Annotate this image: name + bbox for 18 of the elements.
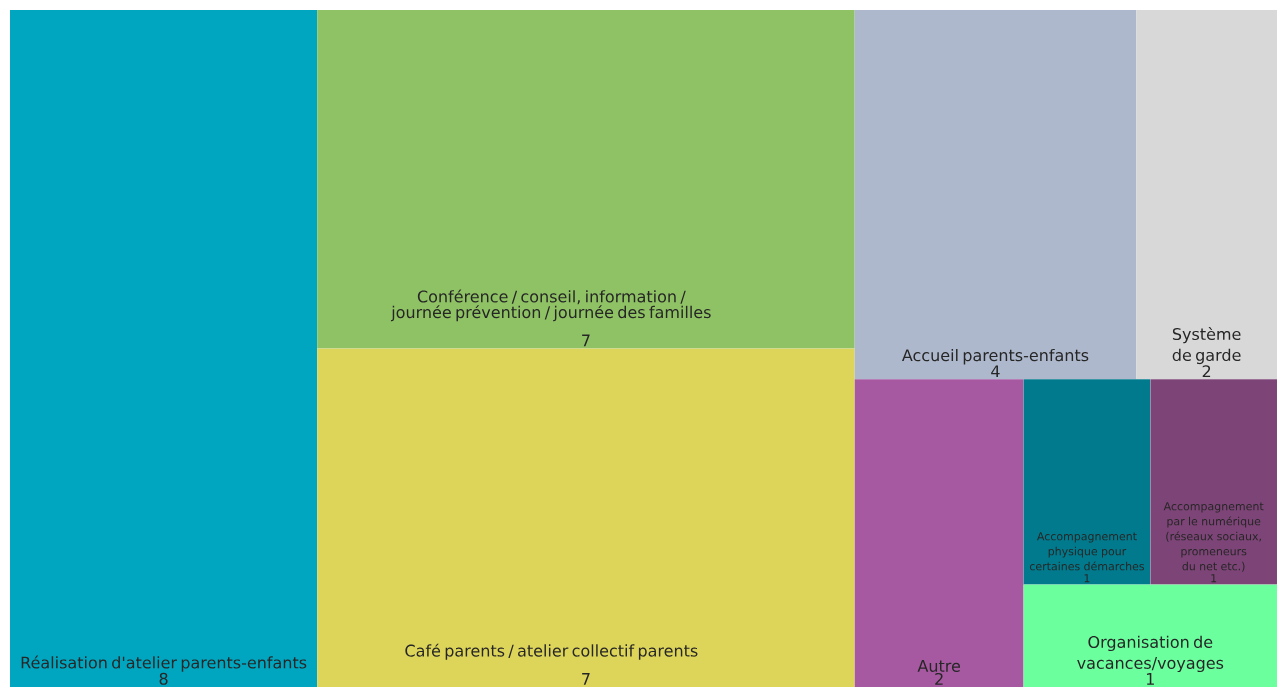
category-label: Système de garde (1172, 327, 1241, 365)
data-label: 4 (991, 365, 1000, 378)
data-label: 7 (582, 673, 590, 685)
category-label: Conférence / conseil, information / journée prévention / journée des familles (390, 289, 711, 322)
data-label: 7 (582, 334, 590, 347)
data-label: 2 (935, 672, 943, 685)
category-label: Accueil parents-enfants (901, 348, 1089, 365)
data-label: 1 (1146, 673, 1154, 685)
category-label: Café parents / atelier collectif parents (405, 643, 698, 660)
data-label: 1 (1211, 574, 1217, 583)
category-label: Autre (917, 660, 961, 672)
data-label: 8 (159, 672, 168, 685)
category-label: Réalisation d'atelier parents-enfants (21, 655, 307, 672)
category-label: Accompagnement physique pour certaines démarches (1029, 532, 1145, 571)
data-label: 2 (1202, 365, 1211, 378)
category-label: Organisation de vacances/voyages (1077, 635, 1224, 673)
data-label: 1 (1084, 574, 1090, 583)
category-label: Accompagnement par le numérique (réseaux sociaux, promeneurs du net etc.) (1163, 502, 1264, 572)
